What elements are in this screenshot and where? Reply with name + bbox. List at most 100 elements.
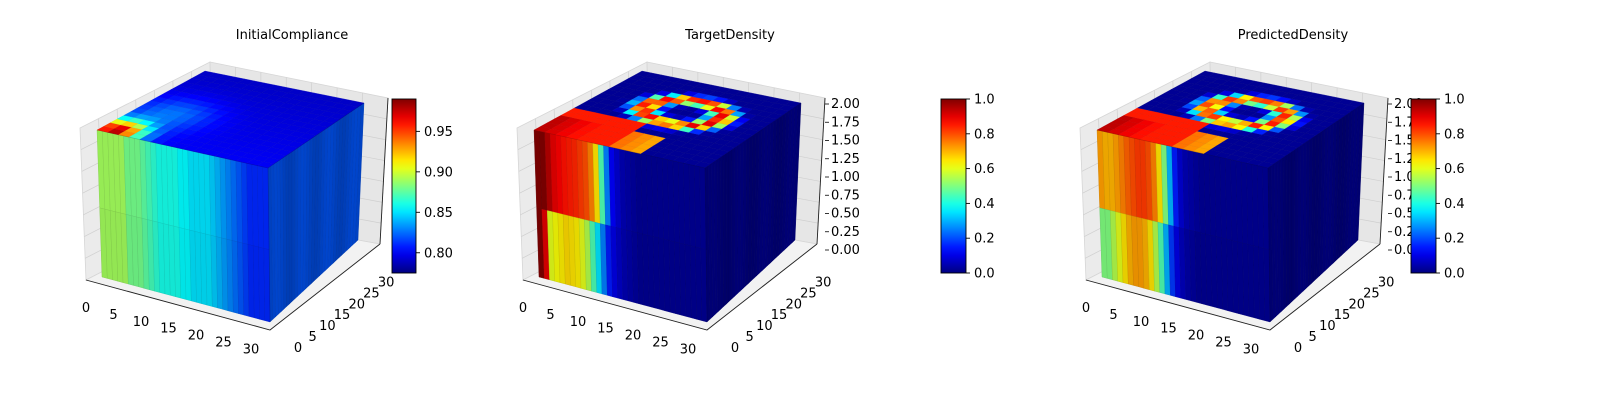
x-tick-label: 15 bbox=[597, 322, 614, 337]
x-tick-label: 15 bbox=[1160, 322, 1177, 337]
voxel-volume bbox=[96, 70, 365, 323]
cube-edge bbox=[96, 129, 271, 323]
y-tick-label: 5 bbox=[1309, 330, 1317, 345]
y-tick-label: 0 bbox=[294, 341, 302, 356]
colorbar-tick-label: 0.4 bbox=[1444, 197, 1465, 212]
y-tick-label: 15 bbox=[771, 308, 788, 323]
colorbar-tick-label: 0.6 bbox=[1444, 162, 1465, 177]
y-tick-label: 0 bbox=[1294, 341, 1302, 356]
z-tick-label: 1.00 bbox=[831, 170, 860, 185]
z-tick-label: 2.00 bbox=[831, 97, 860, 112]
panel-title: TargetDensity bbox=[684, 28, 775, 43]
voxel-top-cell bbox=[347, 100, 365, 108]
colorbar: 0.0 0.2 0.4 0.6 0.8 1.0 bbox=[940, 93, 995, 282]
y-tick-label: 10 bbox=[319, 319, 336, 334]
colorbar-frame bbox=[1410, 98, 1437, 274]
voxel-top-cell bbox=[784, 100, 802, 108]
y-tick-label: 15 bbox=[1334, 308, 1351, 323]
x-tick-label: 0 bbox=[82, 301, 90, 316]
cube-edge bbox=[1096, 129, 1271, 323]
z-tick-label: 1.75 bbox=[831, 115, 860, 130]
voxel-side-column bbox=[1288, 151, 1293, 305]
voxel-side-column bbox=[1285, 153, 1290, 308]
panel-target-density: TargetDensity 0 5 10 15 20 25 30 0510152025300.… bbox=[516, 28, 995, 357]
colorbar-tick-label: 0.95 bbox=[424, 125, 453, 140]
panel-predicted-density: PredictedDensity 0 5 10 15 20 25 30 05101520253… bbox=[1079, 28, 1465, 357]
z-tick-label: 0.50 bbox=[831, 207, 860, 222]
x-tick-label: 25 bbox=[652, 335, 669, 350]
voxel-front-column bbox=[263, 248, 271, 323]
colorbar-tick-label: 0.85 bbox=[424, 206, 453, 221]
voxel-side-column bbox=[1291, 149, 1296, 302]
x-tick-label: 0 bbox=[1082, 301, 1090, 316]
y-tick-label: 30 bbox=[815, 275, 832, 290]
panel-title: PredictedDensity bbox=[1238, 28, 1349, 43]
colorbar-tick-label: 0.80 bbox=[424, 246, 453, 261]
x-tick-label: 20 bbox=[188, 329, 205, 344]
y-tick-label: 10 bbox=[756, 319, 773, 334]
x-tick-label: 20 bbox=[625, 329, 642, 344]
panel-initial-compliance: InitialCompliance 0 5 10 15 20 25 30 0510152025… bbox=[79, 28, 453, 357]
axis-ticks: 0 5 10 15 20 25 30 0510152025300.000.250.500.75… bbox=[519, 97, 860, 357]
x-tick-label: 15 bbox=[160, 322, 177, 337]
colorbar-frame bbox=[391, 98, 417, 274]
z-tick-label: 0.75 bbox=[831, 188, 860, 203]
cube-edge bbox=[267, 102, 365, 169]
colorbar-frame bbox=[940, 98, 967, 274]
colorbar-tick-label: 0.8 bbox=[974, 127, 995, 142]
y-tick-label: 20 bbox=[348, 297, 365, 312]
voxel-volume bbox=[1096, 70, 1365, 323]
y-tick-label: 20 bbox=[1348, 297, 1365, 312]
y-tick-label: 15 bbox=[334, 308, 351, 323]
panel-title: InitialCompliance bbox=[236, 28, 349, 43]
colorbar-gradient bbox=[1411, 99, 1436, 273]
colorbar-tick-label: 0.0 bbox=[1444, 267, 1465, 282]
voxel-side-column bbox=[288, 151, 293, 305]
y-tick-label: 5 bbox=[309, 330, 317, 345]
x-tick-label: 10 bbox=[1133, 315, 1150, 330]
y-tick-label: 25 bbox=[363, 286, 380, 301]
x-tick-label: 5 bbox=[1109, 308, 1117, 323]
axis-edge-floor bbox=[1085, 243, 1381, 331]
z-tick-label: 0.00 bbox=[831, 243, 860, 258]
colorbar-tick-label: 0.2 bbox=[1444, 232, 1465, 247]
x-tick-label: 10 bbox=[570, 315, 587, 330]
colorbar-tick-label: 0.2 bbox=[974, 232, 995, 247]
y-tick-label: 25 bbox=[1363, 286, 1380, 301]
axis-edge-floor bbox=[85, 243, 381, 331]
z-tick-label: 0.25 bbox=[831, 225, 860, 240]
colorbar: 0.80 0.85 0.90 0.95 bbox=[391, 98, 453, 274]
z-tick-label: 1.50 bbox=[831, 134, 860, 149]
x-tick-label: 30 bbox=[243, 342, 260, 357]
z-tick-label: 1.25 bbox=[831, 152, 860, 167]
y-tick-label: 5 bbox=[746, 330, 754, 345]
colorbar-gradient bbox=[941, 99, 966, 273]
voxel-top-cell bbox=[1347, 100, 1365, 108]
colorbar-tick-label: 1.0 bbox=[1444, 93, 1465, 108]
colorbar-tick-label: 0.4 bbox=[974, 197, 995, 212]
axis-edge-z bbox=[379, 97, 389, 245]
x-tick-label: 30 bbox=[680, 342, 697, 357]
colorbar-gradient bbox=[392, 99, 416, 273]
colorbar-tick-label: 1.0 bbox=[974, 93, 995, 108]
voxel-front-column bbox=[700, 248, 708, 323]
axis-edge-z bbox=[816, 97, 826, 245]
cube-edge bbox=[1267, 102, 1365, 169]
x-tick-label: 5 bbox=[546, 308, 554, 323]
x-tick-label: 10 bbox=[133, 315, 150, 330]
y-tick-label: 10 bbox=[1319, 319, 1336, 334]
x-tick-label: 5 bbox=[109, 308, 117, 323]
x-tick-label: 0 bbox=[519, 301, 527, 316]
y-tick-label: 25 bbox=[800, 286, 817, 301]
cube-edge bbox=[704, 102, 802, 169]
axis-edge-z bbox=[1379, 97, 1389, 245]
y-tick-label: 30 bbox=[1378, 275, 1395, 290]
axis-edge-floor bbox=[522, 243, 818, 331]
x-tick-label: 25 bbox=[215, 335, 232, 350]
colorbar-tick-label: 0.6 bbox=[974, 162, 995, 177]
y-tick-label: 20 bbox=[785, 297, 802, 312]
colorbar-tick-label: 0.90 bbox=[424, 165, 453, 180]
voxel-side-column bbox=[285, 153, 290, 308]
